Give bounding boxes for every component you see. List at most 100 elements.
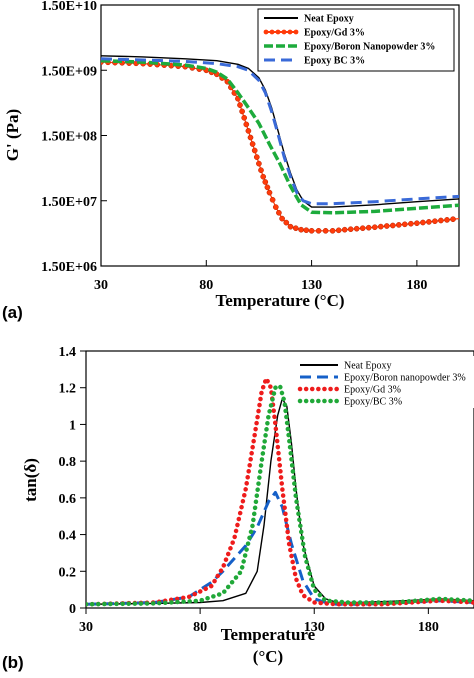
series-marker-2: [383, 223, 390, 229]
plot-frame: [85, 350, 474, 609]
y-tick-label: 1.4: [59, 345, 77, 360]
legend-label-3: Epoxy/Gd 3%: [344, 385, 401, 396]
series-marker-2: [353, 225, 360, 232]
y-axis-label: tan(δ): [21, 458, 40, 502]
x-tick-label: 80: [193, 620, 207, 635]
y-tick-label: 0.4: [59, 529, 77, 544]
panel-a-label: (a): [2, 303, 23, 322]
legend-label-2: Epoxy/Boron nanopowder 3%: [344, 373, 466, 384]
series-marker-2: [329, 227, 336, 234]
series-marker-2: [401, 221, 408, 228]
series-marker-2: [258, 167, 264, 174]
series-marker-2: [315, 227, 322, 234]
x-axis-label: Temperature: [221, 625, 316, 644]
x-tick-label: 130: [304, 620, 325, 635]
series-line-2: [101, 61, 459, 232]
x-tick-label: 180: [418, 620, 439, 635]
series-marker-2: [292, 225, 299, 232]
legend-marker: [287, 29, 293, 35]
series-marker-2: [365, 224, 372, 231]
chart-b: 30 80 130 180 0 0.2 0.4 0.6 0.8 1 1.2 1.4 Temperatur…: [21, 345, 474, 666]
legend-label-4: Epoxy/BC 3%: [344, 397, 402, 408]
series-marker-2: [245, 128, 252, 134]
series-marker-2: [395, 222, 402, 228]
y-tick-label: 1.2: [59, 382, 77, 397]
series-marker-2: [243, 121, 250, 128]
y-tick-label: 1.50E+10: [41, 0, 97, 14]
series-marker-2: [247, 134, 254, 141]
series-marker-2: [408, 220, 414, 227]
series-line-1: [86, 398, 474, 605]
series-marker-2: [335, 227, 342, 234]
series-marker-2: [438, 217, 444, 224]
series-marker-2: [256, 160, 262, 167]
x-tick-label: 30: [79, 620, 93, 635]
series-line-2: [86, 490, 474, 606]
series-marker-2: [347, 226, 354, 233]
y-tick-label: 1.50E+06: [41, 260, 97, 275]
series-marker-2: [269, 196, 276, 203]
series-marker-2: [420, 219, 426, 226]
legend-marker: [281, 29, 287, 35]
series-marker-2: [341, 226, 348, 233]
legend-label-2: Epoxy/Gd 3%: [304, 28, 365, 39]
legend-label-4: Epoxy BC 3%: [304, 56, 365, 67]
series-line-3: [101, 58, 459, 215]
x-tick-label: 30: [94, 278, 108, 293]
legend-marker: [275, 29, 281, 35]
series-marker-2: [444, 217, 450, 223]
series-marker-2: [276, 209, 282, 216]
x-tick-label: 180: [406, 278, 427, 293]
series-marker-2: [239, 108, 245, 115]
series-marker-2: [303, 227, 310, 234]
series-marker-2: [359, 225, 366, 232]
series-marker-2: [253, 154, 260, 160]
x-tick-label: 80: [199, 278, 213, 293]
series-group: [101, 55, 459, 234]
x-axis-label-unit: (°C): [253, 647, 283, 666]
y-axis-label: G' (Pa): [3, 109, 22, 161]
series-marker-2: [251, 147, 258, 154]
series-marker-2: [264, 184, 271, 191]
y-tick-label: 1: [69, 418, 76, 433]
series-marker-2: [279, 215, 285, 222]
series-line-1: [101, 55, 459, 208]
series-marker-2: [272, 204, 279, 210]
chart-a: 30 80 130 180 1.50E+06 1.50E+07 1.50E+08 1.50E+…: [3, 0, 460, 310]
series-marker-2: [249, 141, 256, 147]
series-marker-2: [377, 223, 384, 230]
series-marker-2: [287, 223, 294, 230]
legend-label-3: Epoxy/Boron Nanopowder 3%: [304, 42, 435, 53]
series-marker-2: [262, 179, 269, 185]
series-marker-2: [298, 226, 304, 233]
series-marker-2: [308, 227, 315, 234]
legend-marker: [263, 29, 269, 35]
legend: Neat Epoxy Epoxy/Gd 3% Epoxy/Boron Nanopow…: [257, 8, 455, 72]
y-tick-label: 1.50E+08: [41, 130, 97, 145]
series-line-3: [86, 376, 474, 607]
legend-marker: [269, 29, 275, 35]
y-tick-label: 0.8: [59, 455, 77, 470]
panel-b-label: (b): [2, 653, 24, 672]
series-marker-2: [426, 219, 432, 225]
y-tick-label: 0.6: [59, 492, 77, 507]
series-marker-2: [283, 219, 290, 226]
y-tick-label: 1.50E+07: [41, 195, 97, 210]
series-marker-2: [241, 114, 248, 121]
y-tick-label: 0: [69, 602, 76, 617]
series-marker-2: [322, 227, 329, 234]
legend-label-1: Neat Epoxy: [344, 361, 392, 372]
series-marker-2: [389, 222, 396, 229]
series-marker-2: [432, 218, 438, 225]
series-marker-2: [371, 224, 378, 231]
legend-marker: [293, 29, 299, 35]
legend-label-1: Neat Epoxy: [304, 14, 354, 25]
series-line-4: [101, 57, 459, 206]
series-marker-2: [414, 220, 420, 227]
series-marker-2: [450, 216, 456, 223]
series-marker-2: [237, 102, 243, 108]
series-marker-2: [266, 189, 273, 196]
x-axis-label: Temperature (°C): [215, 291, 344, 310]
